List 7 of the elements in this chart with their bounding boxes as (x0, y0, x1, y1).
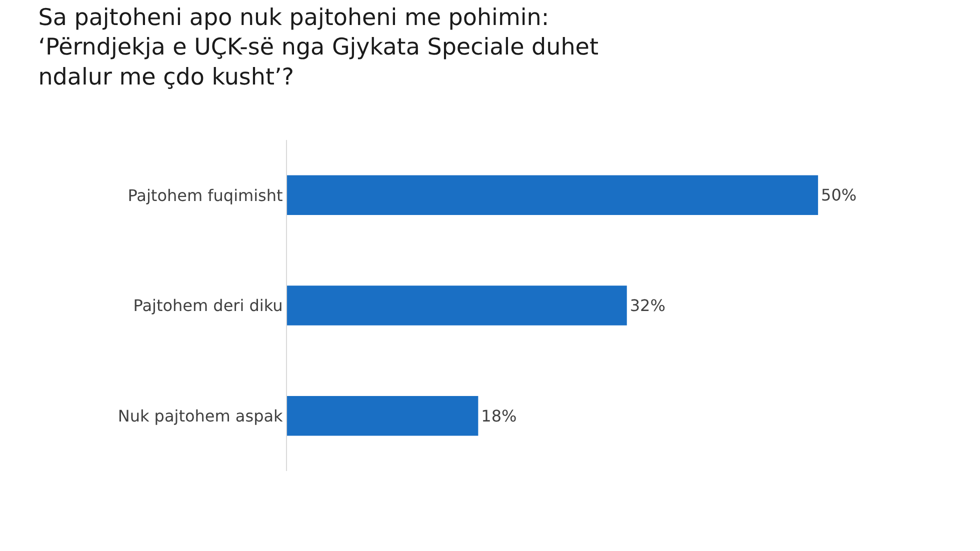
y-tick-label: Nuk pajtohem aspak (118, 406, 284, 426)
y-tick-label: Pajtohem deri diku (133, 296, 283, 316)
chart-title: Sa pajtoheni apo nuk pajtoheni me pohimin: ‘Përndjekja e UÇK-së nga Gjykata Speciale duhet ndalur me çdo kusht’? (38, 4, 598, 91)
data-label: 50% (821, 186, 857, 205)
data-label: 32% (630, 296, 666, 315)
data-label: 18% (481, 406, 517, 426)
y-tick-label: Pajtohem fuqimisht (128, 186, 283, 205)
